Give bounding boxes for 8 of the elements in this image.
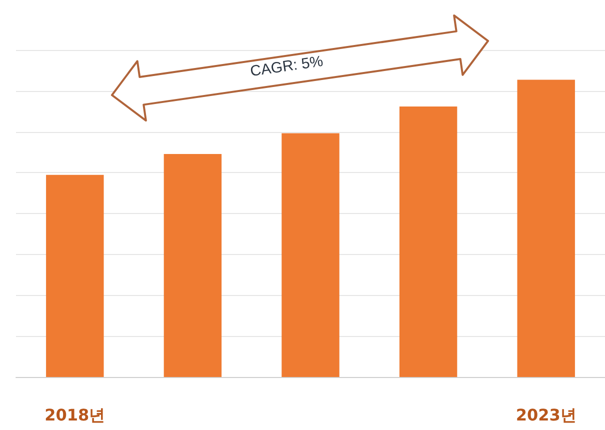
bar bbox=[46, 174, 104, 377]
bar bbox=[517, 80, 575, 377]
bar bbox=[399, 106, 458, 377]
bar bbox=[164, 154, 222, 377]
bar bbox=[282, 133, 340, 377]
x-tick-label: 2023년 bbox=[516, 406, 576, 424]
x-tick-label: 2018년 bbox=[44, 406, 106, 424]
annotation: CAGR: 5% bbox=[249, 52, 324, 80]
